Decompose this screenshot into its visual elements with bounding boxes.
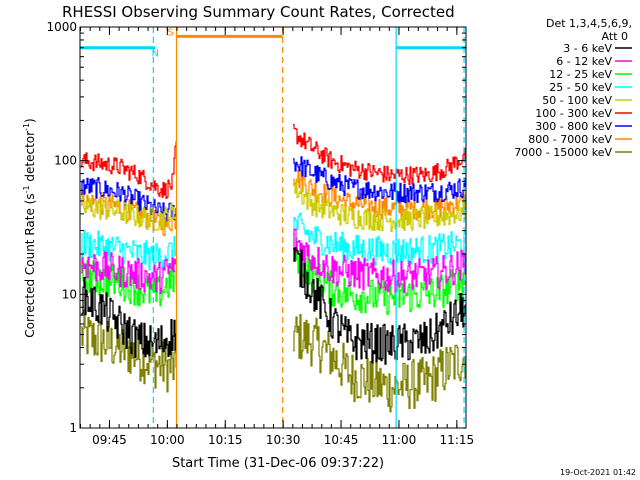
y-tick-label: 100 [54,154,77,168]
x-tick-label: 10:00 [150,433,185,447]
x-tick-label: 09:45 [92,433,127,447]
x-tick-label: 10:15 [208,433,243,447]
series-line-0 [81,309,466,413]
x-tick-label: 11:15 [440,433,475,447]
chart-title: RHESSI Observing Summary Count Rates, Co… [62,3,455,21]
timestamp: 19-Oct-2021 01:42 [560,468,636,477]
series-line-5 [81,212,466,271]
series-line-4 [81,178,466,232]
x-tick-label: 10:45 [324,433,359,447]
legend-label: 12 - 25 keV [549,68,612,81]
y-tick-label: 10 [62,287,77,301]
legend-label: 100 - 300 keV [535,107,612,120]
legend-label: 800 - 7000 keV [528,133,612,146]
plot-frame [79,26,467,429]
legend-label: 7000 - 15000 keV [514,146,612,159]
y-tick-label: 1000 [46,20,77,34]
series-line-6 [81,233,466,315]
y-axis-title: Corrected Count Rate (s-1 detector-1) [22,118,37,337]
series-line-2 [81,156,466,222]
legend-label: 300 - 800 keV [535,120,612,133]
legend-label: 25 - 50 keV [549,81,612,94]
series-line-8 [81,247,466,365]
plot-area: NS 1 10 100 1000 09:45 10:00 10:15 10:30 10:45 11:… [46,20,474,447]
legend-label: 50 - 100 keV [542,94,612,107]
legend-header-line-1: Det 1,3,4,5,6,9, [546,17,632,30]
x-tick-label: 11:00 [382,433,417,447]
x-axis-title: Start Time (31-Dec-06 09:37:22) [172,456,384,471]
series-line-3 [81,124,466,199]
legend-label: 6 - 12 keV [556,55,612,68]
x-tick-label: 10:30 [266,433,301,447]
y-tick-label: 1 [69,421,77,435]
legend-header-line-2: Att 0 [602,30,628,43]
series-line-7 [81,228,466,295]
flag-label-n: N [152,49,159,60]
flag-label-s: S [168,27,174,38]
legend-label: 3 - 6 keV [563,42,612,55]
